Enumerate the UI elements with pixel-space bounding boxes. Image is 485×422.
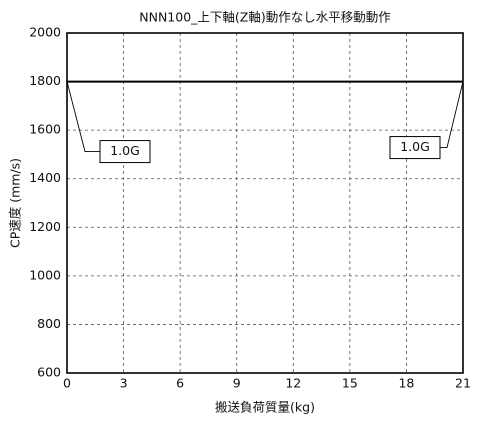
- x-tick-label: 9: [233, 376, 241, 391]
- y-tick-label: 2000: [29, 25, 61, 40]
- x-axis-label: 搬送負荷質量(kg): [215, 400, 315, 415]
- x-tick-label: 6: [176, 376, 184, 391]
- x-tick-label: 21: [455, 376, 471, 391]
- y-axis-label: CP速度 (mm/s): [8, 158, 23, 248]
- y-tick-label: 600: [37, 365, 61, 380]
- plot-frame: [66, 32, 464, 374]
- y-tick-label: 800: [37, 316, 61, 331]
- y-tick-label: 1000: [29, 267, 61, 282]
- annotation-box: [389, 136, 441, 160]
- chart-title: NNN100_上下軸(Z軸)動作なし水平移動動作: [139, 10, 391, 25]
- y-tick-label: 1400: [29, 170, 61, 185]
- x-tick-label: 12: [285, 376, 301, 391]
- x-tick-label: 15: [342, 376, 358, 391]
- y-tick-label: 1800: [29, 73, 61, 88]
- x-tick-label: 0: [63, 376, 71, 391]
- x-tick-label: 18: [398, 376, 414, 391]
- x-tick-label: 3: [120, 376, 128, 391]
- annotation-text: 1.0G: [110, 143, 140, 158]
- annotation-leader: [440, 81, 464, 149]
- y-tick-label: 1200: [29, 219, 61, 234]
- y-tick-label: 1600: [29, 122, 61, 137]
- annotation-text: 1.0G: [400, 139, 430, 154]
- annotation-leader: [66, 81, 100, 153]
- annotation-box: [99, 140, 151, 164]
